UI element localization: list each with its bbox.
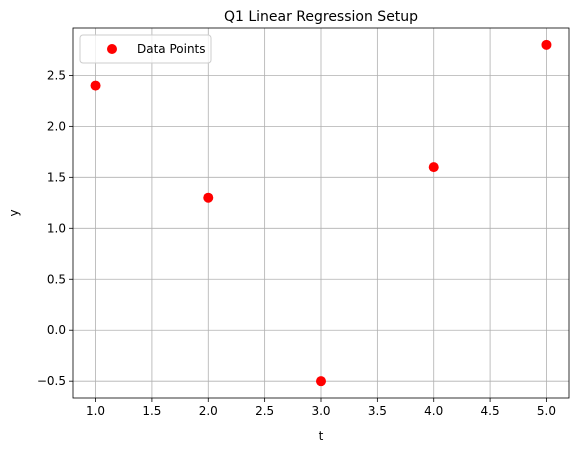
data-point: [203, 192, 214, 203]
x-tick-label: 2.5: [255, 404, 274, 418]
x-tick-label: 4.0: [424, 404, 443, 418]
chart-title: Q1 Linear Regression Setup: [224, 9, 418, 25]
y-tick-label: 2.5: [47, 68, 66, 82]
legend: Data Points: [79, 34, 212, 64]
data-point: [428, 162, 439, 173]
axis-ticks: 1.0 1.5 2.0 2.5 3.0 3.5 4.0 4.5 5.0 −0.5 0.0 0.5 1.0…: [37, 68, 556, 418]
legend-marker: [107, 44, 117, 54]
y-tick-label: −0.5: [37, 374, 66, 388]
data-point: [316, 376, 326, 387]
x-tick-label: 5.0: [537, 404, 556, 418]
data-point: [90, 80, 101, 91]
data-points: [90, 39, 552, 387]
y-tick-label: 1.5: [47, 170, 66, 184]
x-tick-label: 3.5: [368, 404, 387, 418]
data-point: [541, 39, 552, 50]
x-tick-label: 1.5: [142, 404, 161, 418]
y-axis-label: y: [7, 209, 21, 216]
x-tick-label: 2.0: [199, 404, 218, 418]
x-tick-label: 4.5: [481, 404, 500, 418]
legend-box: [79, 34, 212, 64]
y-tick-label: 1.0: [47, 221, 66, 235]
y-tick-label: 0.0: [47, 323, 66, 337]
y-tick-label: 2.0: [47, 119, 66, 133]
x-tick-label: 1.0: [86, 404, 105, 418]
x-axis-label: t: [319, 429, 324, 443]
x-tick-label: 3.0: [311, 404, 330, 418]
grid-lines: [73, 28, 569, 398]
legend-label: Data Points: [137, 42, 206, 56]
y-tick-label: 0.5: [47, 272, 66, 286]
